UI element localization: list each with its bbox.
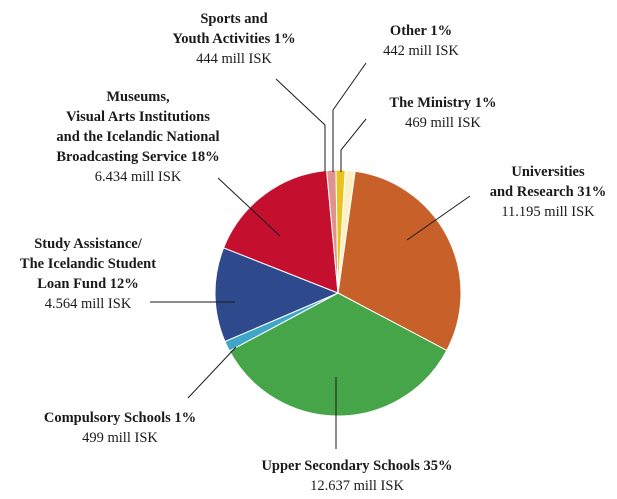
slice-name-line: and the Icelandic National	[56, 129, 219, 145]
pie-slice-8	[337, 169, 356, 294]
pie-slice-5	[222, 169, 339, 294]
slice-name-line: Museums,	[106, 89, 170, 105]
slice-name-line: Universities	[511, 164, 585, 180]
slice-name-line: Compulsory Schools 1%	[44, 410, 196, 426]
slice-value: 11.195 mill ISK	[501, 204, 595, 220]
slice-value: 6.434 mill ISK	[95, 169, 182, 185]
slice-labels: Universities and Research 31% 11.195 mill …	[20, 11, 606, 494]
leader-line-8	[340, 118, 367, 172]
leader-line-6	[275, 78, 326, 172]
pie-slice-1	[337, 170, 462, 352]
slice-name-line: Upper Secondary Schools 35%	[261, 458, 452, 474]
slice-label-2: Upper Secondary Schools 35% 12.637 mill I…	[261, 458, 452, 494]
slice-label-8: The Ministry 1% 469 mill ISK	[389, 95, 496, 131]
leader-line-5	[217, 177, 281, 237]
slice-value: 499 mill ISK	[82, 430, 158, 446]
slice-label-3: Compulsory Schools 1% 499 mill ISK	[44, 410, 196, 446]
slice-label-7: Other 1% 442 mill ISK	[383, 23, 459, 59]
slice-label-6: Sports and Youth Activities 1% 444 mill IS…	[172, 11, 295, 67]
leader-lines	[150, 62, 471, 449]
pie-slice-2	[228, 292, 448, 417]
slice-value: 442 mill ISK	[383, 43, 459, 59]
slice-label-4: Study Assistance/The Icelandic Student Lo…	[20, 236, 156, 312]
slice-label-5: Museums, Visual Arts Institutions and the …	[56, 89, 219, 185]
leader-line-7	[332, 62, 367, 172]
slice-name-line: and Research 31%	[490, 184, 607, 200]
slice-name-line: Study Assistance/	[34, 236, 143, 252]
slice-name-line: Youth Activities 1%	[172, 31, 295, 47]
slice-name-line: Sports and	[200, 11, 267, 27]
slice-value: 469 mill ISK	[405, 115, 481, 131]
leader-line-3	[187, 346, 237, 399]
slice-value: 4.564 mill ISK	[45, 296, 132, 312]
slice-name-line: Visual Arts Institutions	[66, 109, 210, 125]
pie-slices	[214, 169, 462, 417]
leader-line-1	[406, 195, 471, 241]
slice-name-line: The Ministry 1%	[389, 95, 496, 111]
slice-name-line: The Icelandic Student	[20, 256, 156, 272]
slice-name-line: Loan Fund 12%	[37, 276, 139, 292]
slice-value: 444 mill ISK	[196, 51, 272, 67]
slice-name-line: Other 1%	[390, 23, 452, 39]
pie-slice-4	[214, 247, 340, 343]
slice-label-1: Universities and Research 31% 11.195 mill …	[490, 164, 607, 220]
slice-name-line: Broadcasting Service 18%	[56, 149, 219, 165]
slice-value: 12.637 mill ISK	[310, 478, 404, 494]
